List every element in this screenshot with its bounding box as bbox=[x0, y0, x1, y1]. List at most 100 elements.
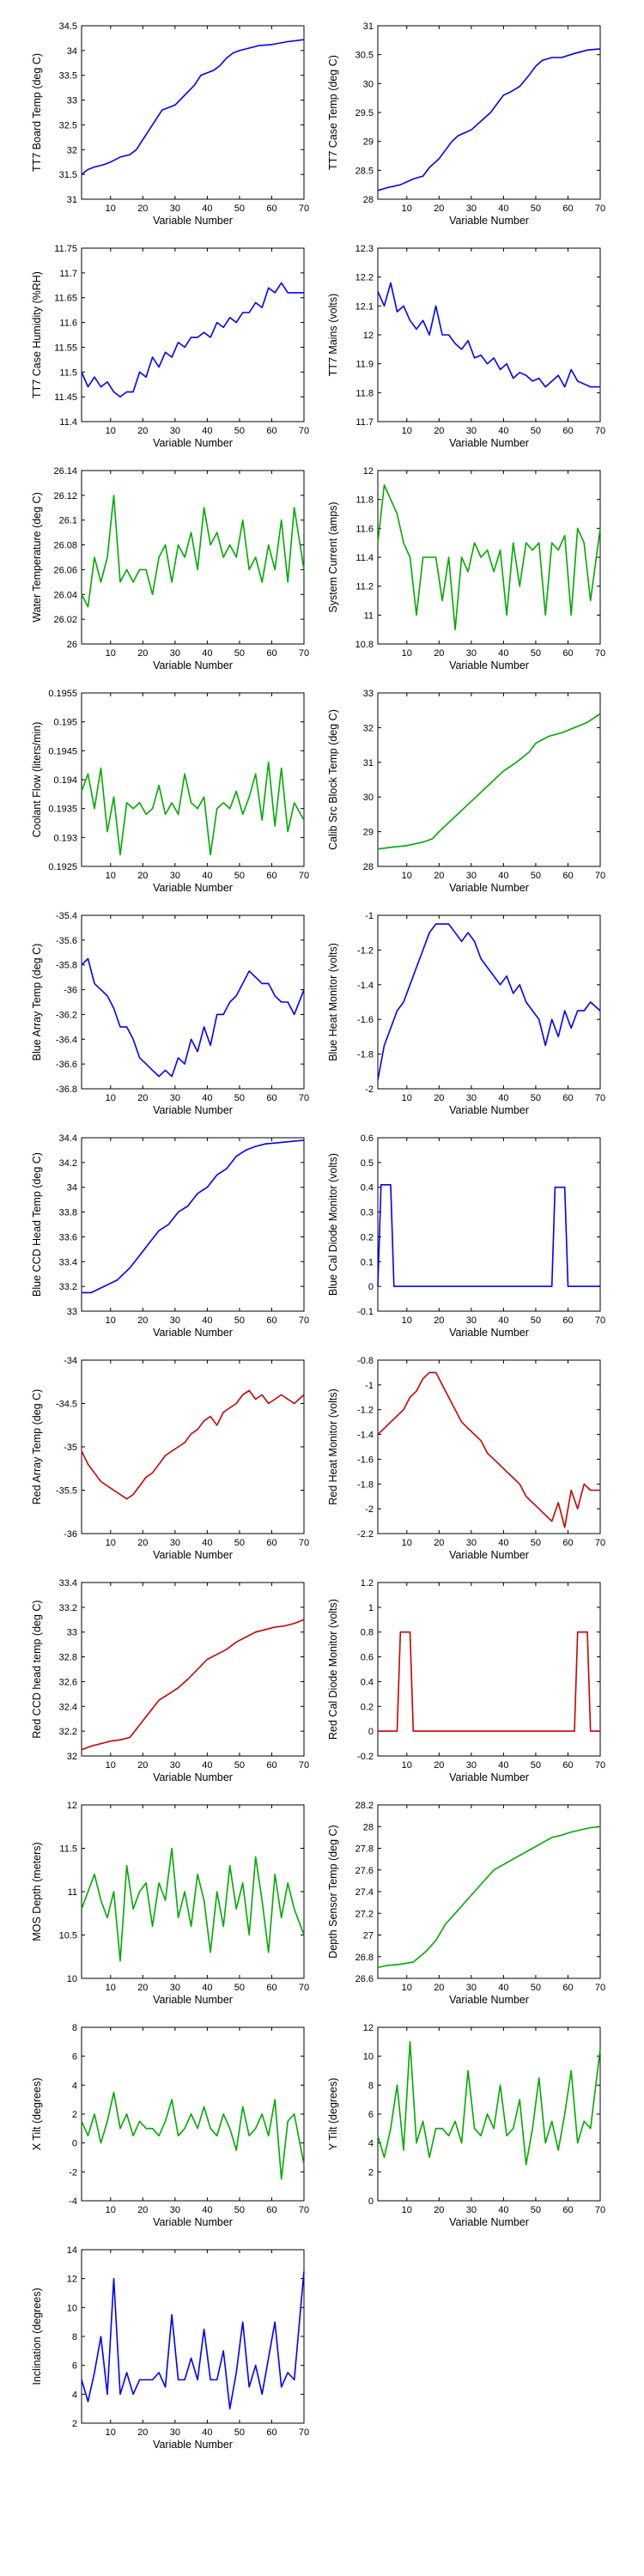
y-tick-label: -1.4 bbox=[357, 981, 374, 991]
y-tick-label: 11.8 bbox=[355, 388, 374, 398]
x-tick-label: 40 bbox=[498, 1760, 508, 1771]
y-tick-label: 12 bbox=[67, 1801, 77, 1811]
chart-panel-8: 10 20 30 40 50 60 70 28 29 30 31 32 33 Variable Numbe… bbox=[327, 689, 605, 894]
y-tick-label: 10.8 bbox=[355, 640, 374, 650]
y-tick-label: -0.1 bbox=[357, 1307, 374, 1317]
x-tick-label: 60 bbox=[266, 1315, 276, 1326]
chart-panel-12: 10 20 30 40 50 60 70 -0.1 0 0.1 0.2 0.3 0.4 0.5 0.6 Var… bbox=[327, 1133, 605, 1339]
y-tick-label: 33 bbox=[67, 96, 77, 106]
chart-panel-5: 10 20 30 40 50 60 70 26 26.02 26.04 26.06 26.08 26.1… bbox=[31, 466, 309, 671]
y-tick-label: 10.5 bbox=[59, 1931, 77, 1941]
x-tick-label: 50 bbox=[234, 426, 245, 436]
chart-panel-15: 10 20 30 40 50 60 70 32 32.2 32.4 32.6 32.8 33 33.2 33… bbox=[31, 1578, 309, 1783]
x-tick-label: 60 bbox=[562, 204, 573, 214]
x-tick-label: 70 bbox=[595, 1093, 605, 1103]
y-axis-label: Blue Cal Diode Monitor (volts) bbox=[327, 1153, 339, 1296]
x-tick-label: 50 bbox=[234, 1760, 245, 1771]
x-tick-label: 70 bbox=[595, 1983, 605, 1993]
y-tick-label: 29 bbox=[363, 137, 374, 148]
plot-area bbox=[377, 914, 601, 1090]
y-tick-label: 33.2 bbox=[59, 1282, 77, 1292]
x-tick-label: 30 bbox=[170, 1093, 180, 1103]
series-line bbox=[377, 483, 601, 631]
x-tick-label: 70 bbox=[595, 1760, 605, 1771]
y-tick-label: -35.8 bbox=[56, 961, 77, 971]
x-axis-label: Variable Number bbox=[153, 437, 233, 449]
y-tick-label: -36.2 bbox=[56, 1010, 77, 1020]
y-tick-label: -35.5 bbox=[56, 1486, 77, 1497]
x-tick-label: 20 bbox=[137, 204, 148, 214]
x-tick-label: 60 bbox=[266, 426, 276, 436]
x-tick-label: 20 bbox=[434, 1983, 444, 1993]
y-tick-label: 32.4 bbox=[59, 1702, 77, 1712]
y-tick-label: 31 bbox=[67, 195, 77, 205]
x-tick-label: 40 bbox=[498, 2205, 508, 2215]
x-tick-label: 10 bbox=[106, 1983, 116, 1993]
x-tick-label: 40 bbox=[498, 1538, 508, 1548]
y-tick-label: 34 bbox=[67, 46, 77, 57]
y-tick-label: -34 bbox=[64, 1356, 77, 1366]
plot-area bbox=[81, 25, 305, 200]
series-line bbox=[81, 957, 305, 1078]
chart-panel-11: 10 20 30 40 50 60 70 33 33.2 33.4 33.6 33.8 34 34.2 34… bbox=[31, 1133, 309, 1339]
x-tick-label: 60 bbox=[266, 204, 276, 214]
y-tick-label: 10 bbox=[363, 2052, 374, 2063]
x-tick-label: 50 bbox=[531, 2205, 541, 2215]
x-tick-label: 40 bbox=[202, 2205, 212, 2215]
x-tick-label: 20 bbox=[434, 648, 444, 659]
y-tick-label: 27.2 bbox=[355, 1909, 374, 1919]
x-tick-label: 10 bbox=[402, 648, 412, 659]
y-axis-label: Red Array Temp (deg C) bbox=[31, 1389, 43, 1505]
y-axis-label: Coolant Flow (liters/min) bbox=[31, 722, 43, 838]
y-tick-label: 11 bbox=[364, 611, 374, 621]
y-tick-label: 34.5 bbox=[59, 21, 77, 32]
x-axis-label: Variable Number bbox=[449, 1994, 529, 2006]
x-tick-label: 50 bbox=[531, 204, 541, 214]
x-tick-label: 10 bbox=[402, 1760, 412, 1771]
y-tick-label: 33 bbox=[67, 1628, 77, 1638]
x-tick-label: 40 bbox=[498, 648, 508, 659]
x-tick-label: 40 bbox=[498, 204, 508, 214]
y-tick-label: 32 bbox=[67, 145, 77, 155]
y-tick-label: 11.65 bbox=[54, 294, 77, 304]
y-tick-label: 0 bbox=[368, 1727, 374, 1737]
x-tick-label: 30 bbox=[170, 426, 180, 436]
series-line bbox=[378, 1631, 600, 1732]
y-tick-label: -1 bbox=[365, 911, 374, 921]
x-tick-label: 70 bbox=[299, 2427, 309, 2438]
series-line bbox=[81, 39, 305, 175]
y-tick-label: 28 bbox=[363, 195, 374, 205]
x-tick-label: 40 bbox=[202, 1760, 212, 1771]
plot-area bbox=[377, 247, 601, 422]
x-tick-label: 60 bbox=[266, 871, 276, 881]
y-tick-label: 33 bbox=[67, 1307, 77, 1317]
x-tick-label: 60 bbox=[562, 1315, 573, 1326]
y-tick-label: -1.4 bbox=[357, 1431, 374, 1441]
x-tick-label: 10 bbox=[402, 1093, 412, 1103]
y-tick-label: 12 bbox=[67, 2275, 77, 2285]
x-tick-label: 40 bbox=[498, 1315, 508, 1326]
x-tick-label: 10 bbox=[402, 1315, 412, 1326]
chart-panel-7: 10 20 30 40 50 60 70 0.1925 0.193 0.1935 0.194 0.19… bbox=[31, 689, 309, 894]
x-tick-label: 40 bbox=[202, 2427, 212, 2438]
x-tick-label: 30 bbox=[170, 871, 180, 881]
y-tick-label: 11.45 bbox=[54, 392, 77, 403]
x-tick-label: 60 bbox=[562, 426, 573, 436]
x-axis-label: Variable Number bbox=[153, 1549, 233, 1561]
x-axis-label: Variable Number bbox=[153, 882, 233, 894]
x-axis-label: Variable Number bbox=[449, 882, 529, 894]
x-tick-label: 30 bbox=[170, 648, 180, 659]
x-tick-label: 40 bbox=[202, 871, 212, 881]
y-tick-label: 26.02 bbox=[53, 615, 77, 625]
x-tick-label: 40 bbox=[202, 648, 212, 659]
chart-panel-14: 10 20 30 40 50 60 70 -2.2 -2 -1.8 -1.6 -1.4 -1.2 -1 -0… bbox=[327, 1356, 605, 1561]
x-tick-label: 10 bbox=[402, 1538, 412, 1548]
x-tick-label: 30 bbox=[466, 1538, 477, 1548]
chart-panel-3: 10 20 30 40 50 60 70 11.4 11.45 11.5 11.55 11.6 11.6… bbox=[31, 244, 309, 449]
x-tick-label: 10 bbox=[106, 204, 116, 214]
x-axis-label: Variable Number bbox=[449, 1549, 529, 1561]
x-axis-label: Variable Number bbox=[153, 1771, 233, 1783]
y-tick-label: 0.3 bbox=[361, 1208, 374, 1218]
chart-panel-17: 10 20 30 40 50 60 70 10 10.5 11 11.5 12 Variable Num… bbox=[31, 1801, 309, 2006]
